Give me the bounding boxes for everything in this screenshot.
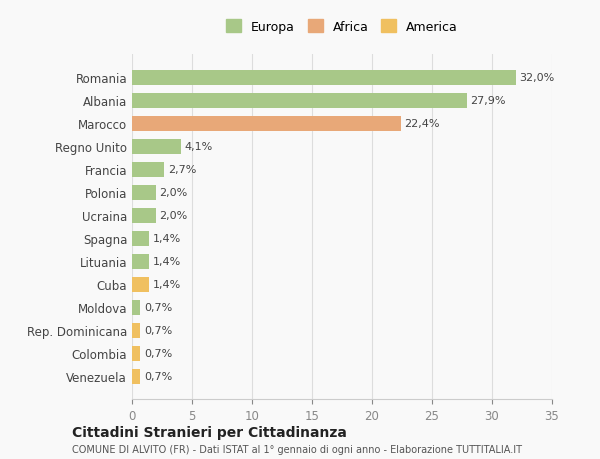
- Legend: Europa, Africa, America: Europa, Africa, America: [223, 17, 461, 38]
- Bar: [132, 277, 149, 292]
- Text: COMUNE DI ALVITO (FR) - Dati ISTAT al 1° gennaio di ogni anno - Elaborazione TUT: COMUNE DI ALVITO (FR) - Dati ISTAT al 1°…: [72, 444, 522, 454]
- Bar: [132, 323, 140, 338]
- Bar: [132, 369, 140, 384]
- Text: 1,4%: 1,4%: [152, 234, 181, 244]
- Bar: [132, 71, 516, 86]
- Text: 2,0%: 2,0%: [160, 188, 188, 198]
- Text: 32,0%: 32,0%: [520, 73, 555, 83]
- Text: 1,4%: 1,4%: [152, 257, 181, 267]
- Bar: [132, 140, 181, 154]
- Text: 0,7%: 0,7%: [144, 348, 172, 358]
- Text: 2,0%: 2,0%: [160, 211, 188, 221]
- Text: Cittadini Stranieri per Cittadinanza: Cittadini Stranieri per Cittadinanza: [72, 425, 347, 439]
- Bar: [132, 208, 156, 223]
- Text: 4,1%: 4,1%: [185, 142, 213, 152]
- Text: 27,9%: 27,9%: [470, 96, 506, 106]
- Bar: [132, 94, 467, 109]
- Text: 1,4%: 1,4%: [152, 280, 181, 290]
- Bar: [132, 185, 156, 200]
- Bar: [132, 254, 149, 269]
- Text: 2,7%: 2,7%: [168, 165, 196, 175]
- Bar: [132, 231, 149, 246]
- Bar: [132, 117, 401, 131]
- Bar: [132, 346, 140, 361]
- Text: 0,7%: 0,7%: [144, 302, 172, 313]
- Bar: [132, 162, 164, 177]
- Text: 22,4%: 22,4%: [404, 119, 440, 129]
- Bar: [132, 300, 140, 315]
- Text: 0,7%: 0,7%: [144, 371, 172, 381]
- Text: 0,7%: 0,7%: [144, 325, 172, 336]
